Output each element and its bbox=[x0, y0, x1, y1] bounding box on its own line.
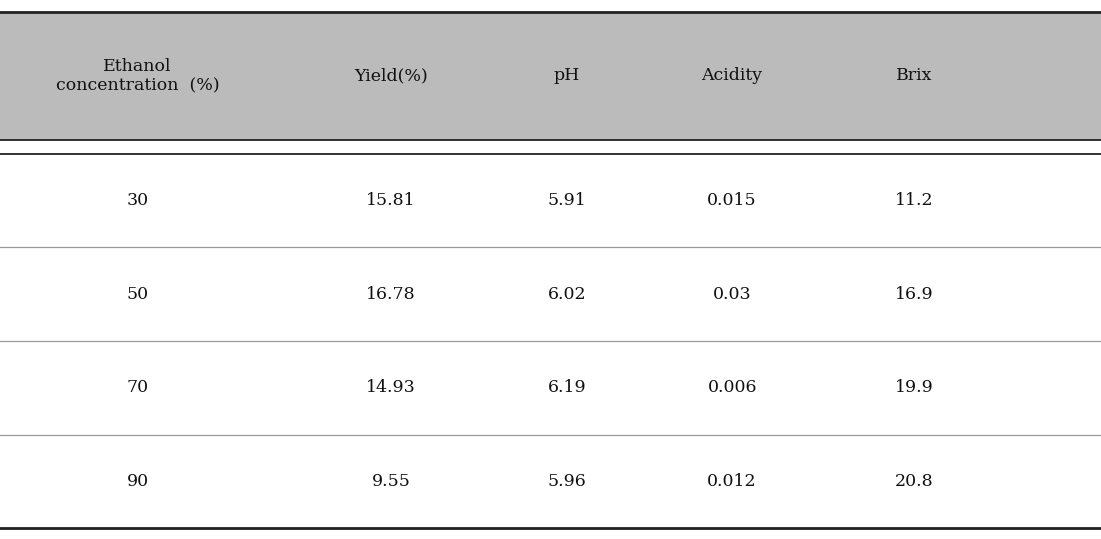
Text: 16.78: 16.78 bbox=[366, 286, 416, 302]
Text: Yield(%): Yield(%) bbox=[355, 67, 427, 85]
Text: 6.19: 6.19 bbox=[547, 379, 587, 396]
Bar bbox=[0, 12, 1101, 140]
Text: 30: 30 bbox=[127, 192, 149, 209]
Text: 5.91: 5.91 bbox=[547, 192, 587, 209]
Text: 14.93: 14.93 bbox=[366, 379, 416, 396]
Text: 20.8: 20.8 bbox=[894, 473, 934, 490]
Text: Ethanol
concentration  (%): Ethanol concentration (%) bbox=[56, 58, 219, 94]
Text: 15.81: 15.81 bbox=[366, 192, 416, 209]
Text: 11.2: 11.2 bbox=[894, 192, 934, 209]
Text: 9.55: 9.55 bbox=[371, 473, 411, 490]
Text: 90: 90 bbox=[127, 473, 149, 490]
Text: 5.96: 5.96 bbox=[547, 473, 587, 490]
Text: Acidity: Acidity bbox=[701, 67, 763, 85]
Text: 0.015: 0.015 bbox=[707, 192, 757, 209]
Text: pH: pH bbox=[554, 67, 580, 85]
Text: 0.006: 0.006 bbox=[708, 379, 756, 396]
Text: 19.9: 19.9 bbox=[894, 379, 934, 396]
Text: 0.012: 0.012 bbox=[707, 473, 757, 490]
Text: 6.02: 6.02 bbox=[547, 286, 587, 302]
Text: 0.03: 0.03 bbox=[712, 286, 752, 302]
Text: 70: 70 bbox=[127, 379, 149, 396]
Text: 50: 50 bbox=[127, 286, 149, 302]
Text: 16.9: 16.9 bbox=[894, 286, 934, 302]
Text: Brix: Brix bbox=[895, 67, 933, 85]
